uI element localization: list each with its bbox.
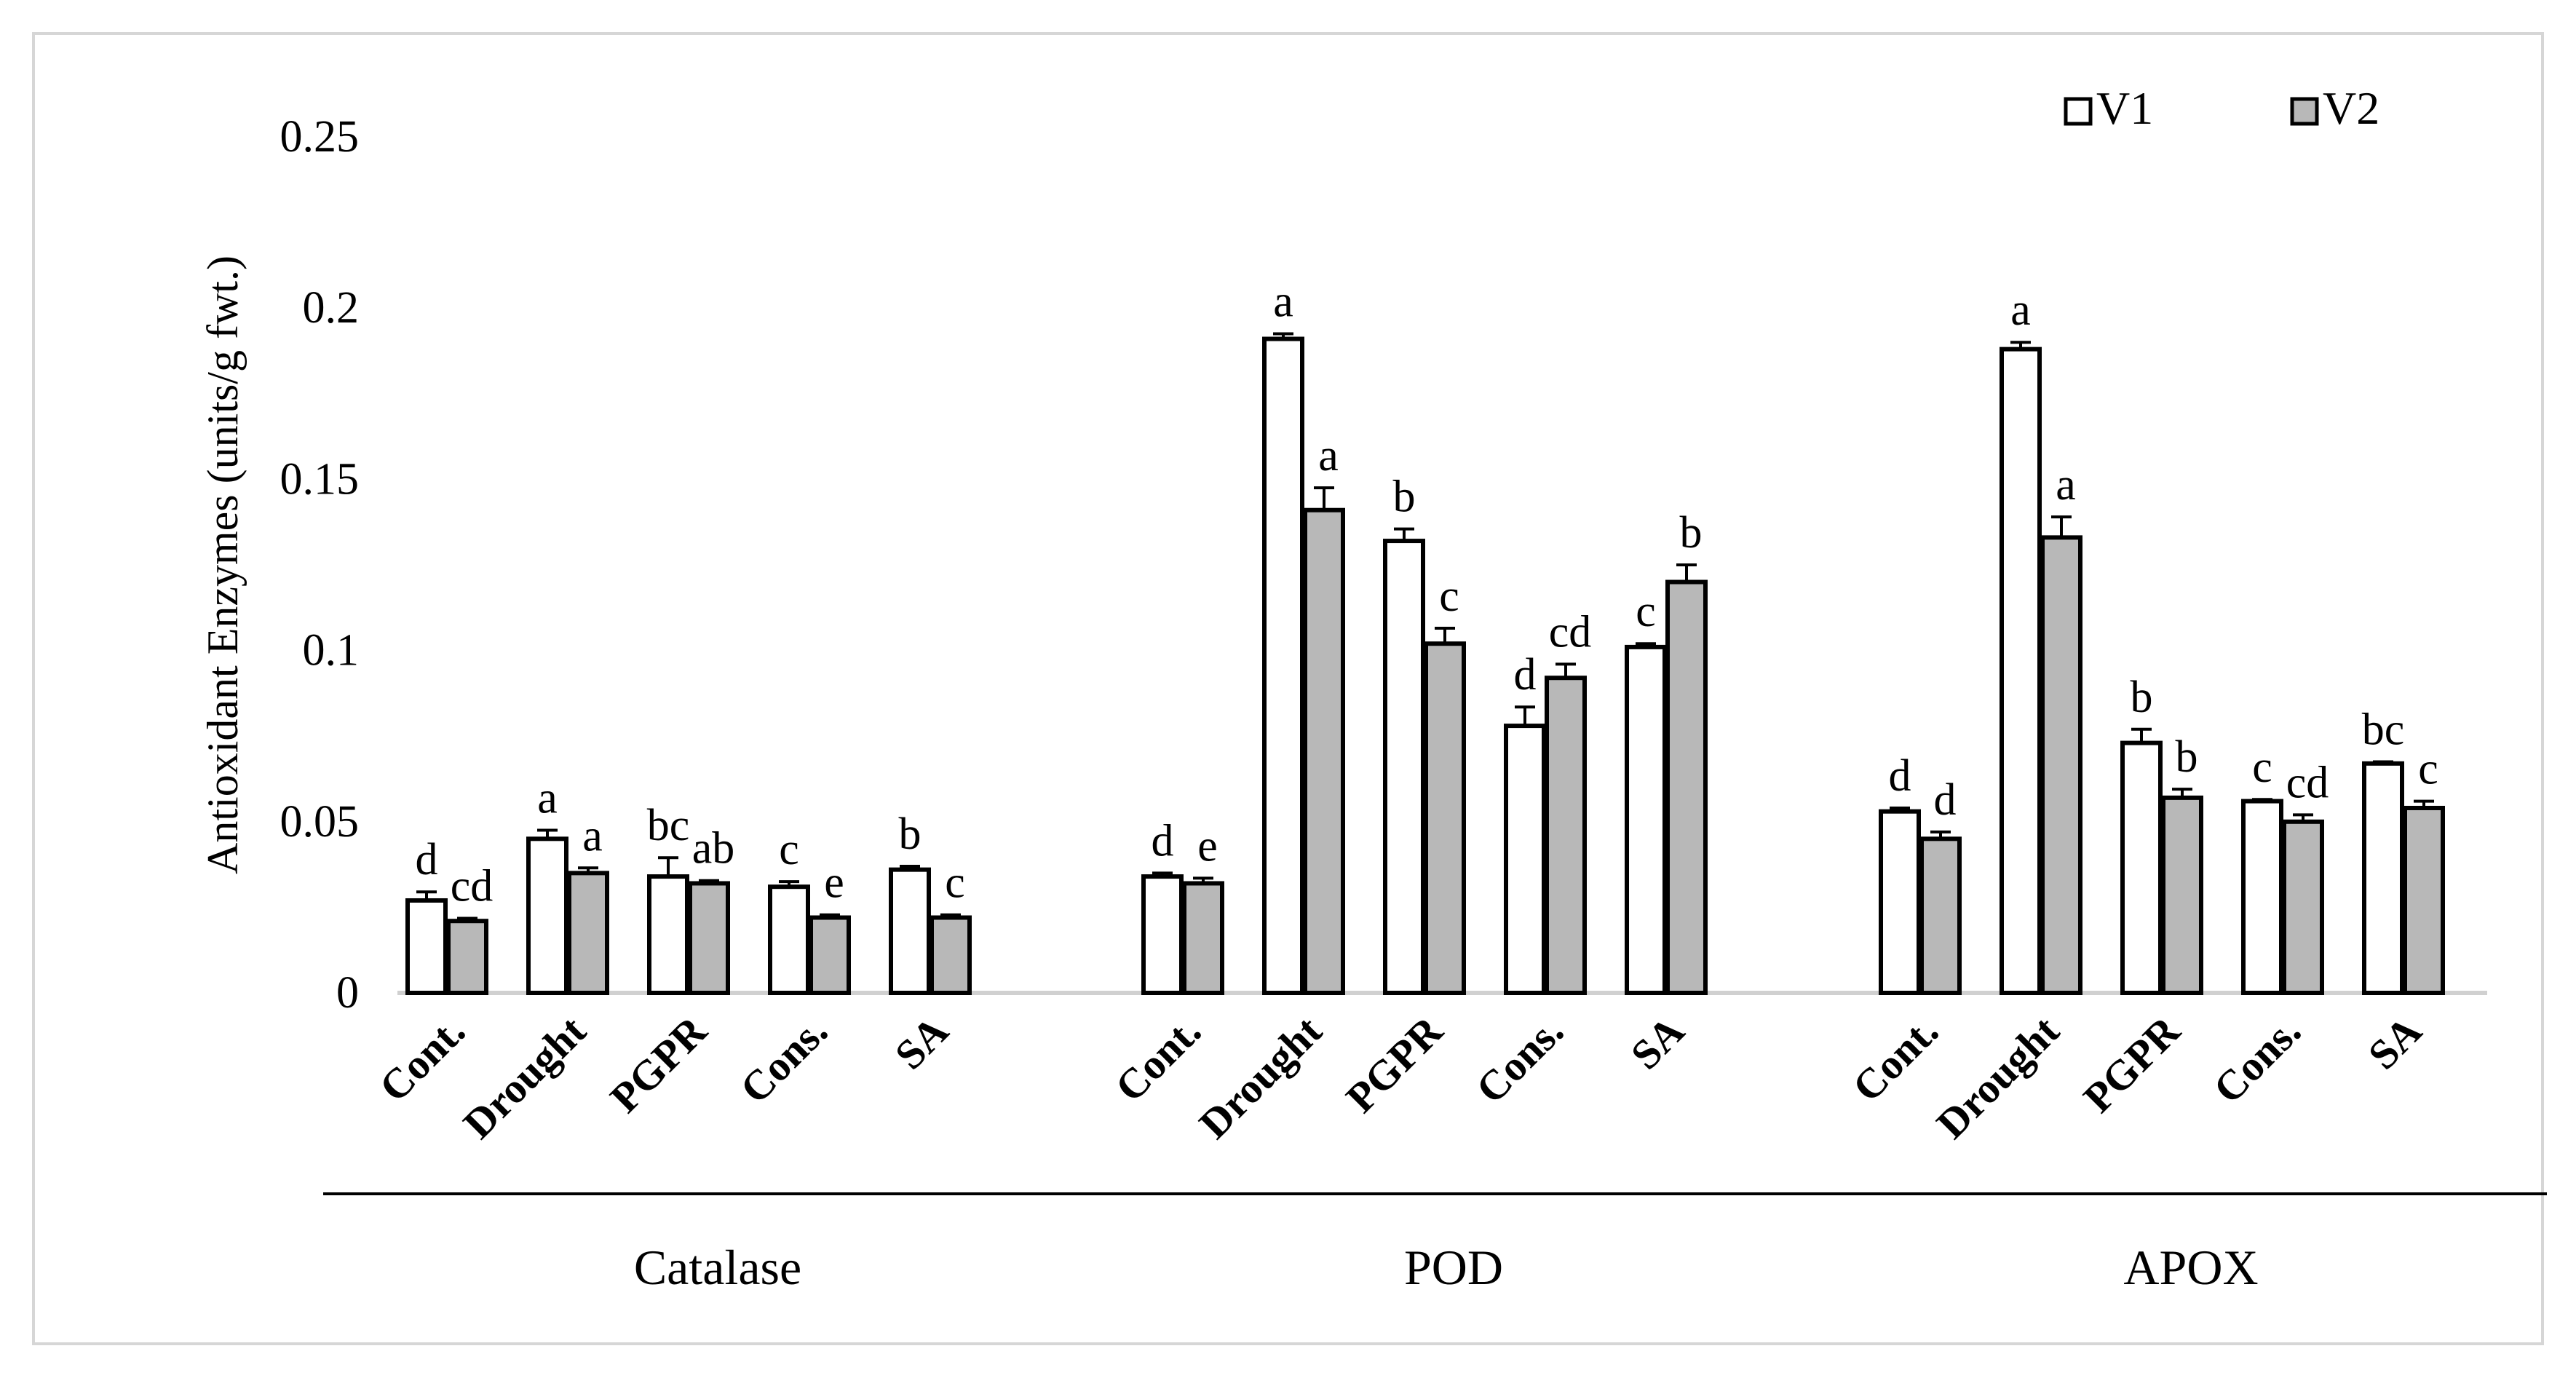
significance-letter: bc <box>2362 705 2405 754</box>
significance-letter: cd <box>2286 758 2329 807</box>
category-label: PGPR <box>1337 1006 1452 1121</box>
significance-letter: b <box>1680 508 1703 558</box>
y-tick-label: 0.2 <box>303 283 360 333</box>
bar-v2 <box>567 871 609 995</box>
bar-v1 <box>2241 799 2283 996</box>
bar-v2 <box>809 915 851 995</box>
group-label: POD <box>1404 1240 1503 1295</box>
category-label: Drought <box>1190 1007 1331 1148</box>
category-label: Cons. <box>2204 1007 2310 1112</box>
significance-letter: b <box>899 809 922 859</box>
category-label: PGPR <box>601 1006 716 1121</box>
category-label: Cons. <box>1467 1007 1572 1112</box>
significance-letter: a <box>2010 285 2031 335</box>
significance-letter: b <box>2176 732 2198 782</box>
bar-v2 <box>1424 641 1466 996</box>
bar-v1 <box>1262 336 1304 995</box>
chart-frame: V1 V2 0 0.05 0.1 0.15 0.2 0.25 Antioxidant Enzy… <box>32 32 2547 1345</box>
legend-label: V1 <box>2096 82 2153 134</box>
significance-letter: e <box>1197 821 1218 871</box>
bar-v2 <box>446 919 488 995</box>
significance-letter: cd <box>451 861 494 911</box>
bar-v2 <box>1182 881 1224 996</box>
significance-letter: c <box>779 825 799 874</box>
significance-letter: d <box>416 835 438 884</box>
category-label: Drought <box>1927 1007 2069 1148</box>
legend-label: V2 <box>2323 82 2379 134</box>
bar-v1 <box>1141 874 1184 995</box>
significance-letter: bc <box>647 801 690 850</box>
significance-letter: a <box>537 774 558 823</box>
significance-letter: c <box>1439 571 1459 621</box>
significance-letter: a <box>1318 431 1339 480</box>
bar-v1 <box>768 884 810 996</box>
bar-v1 <box>1625 644 1667 995</box>
significance-letter: b <box>2131 673 2153 722</box>
significance-letter: a <box>1273 277 1293 326</box>
bar-v1 <box>1383 539 1425 995</box>
y-tick-label: 0 <box>336 968 359 1018</box>
bar-v1 <box>405 898 448 995</box>
bar-v2 <box>688 881 730 996</box>
y-tick-label: 0.15 <box>280 454 360 504</box>
bar-v2 <box>1919 836 1962 995</box>
bar-v1 <box>2120 740 2163 995</box>
significance-letter: d <box>1934 775 1957 825</box>
category-label: Cont. <box>1106 1007 1210 1111</box>
bar-v2 <box>1303 507 1345 995</box>
group-label: APOX <box>2123 1240 2258 1295</box>
bar-v2 <box>2161 795 2203 995</box>
category-label: SA <box>2359 1007 2430 1078</box>
category-label: Cons. <box>731 1007 836 1112</box>
y-tick-label: 0.1 <box>303 626 360 676</box>
bar-v2 <box>1665 579 1708 995</box>
group-label: Catalase <box>634 1240 801 1295</box>
significance-letter: b <box>1393 472 1416 522</box>
category-label: Drought <box>454 1007 595 1148</box>
bar-v1 <box>2362 761 2404 995</box>
significance-letter: cd <box>1549 607 1592 657</box>
legend-swatch <box>2064 97 2093 126</box>
bar-v1 <box>889 867 931 995</box>
y-axis-title: Antioxidant Enzymes (units/g fwt.) <box>199 256 247 874</box>
category-label: SA <box>886 1007 957 1078</box>
bar-v2 <box>2403 805 2445 996</box>
y-axis: 0 0.05 0.1 0.15 0.2 0.25 Antioxidant Enzymes (… <box>199 112 2487 1018</box>
significance-letter: c <box>945 858 965 908</box>
bar-v1 <box>526 836 568 995</box>
bar-v1 <box>647 874 689 995</box>
significance-letter: d <box>1889 751 1911 801</box>
significance-letter: c <box>2252 742 2272 792</box>
significance-letter: d <box>1514 650 1537 700</box>
bar-v1 <box>1879 809 1921 995</box>
significance-letter: c <box>2418 745 2438 794</box>
category-label: PGPR <box>2074 1006 2189 1121</box>
legend: V1 V2 <box>2064 82 2379 134</box>
y-tick-label: 0.25 <box>280 112 360 162</box>
legend-swatch <box>2290 97 2319 126</box>
bar-v1 <box>1504 724 1546 995</box>
significance-letter: ab <box>692 824 735 874</box>
y-tick-label: 0.05 <box>280 797 360 847</box>
bar-v1 <box>2000 346 2042 995</box>
bar-v2 <box>2040 535 2082 995</box>
bar-v2 <box>930 915 972 995</box>
significance-letter: a <box>582 811 603 860</box>
bars <box>405 332 2445 996</box>
category-label: Cont. <box>370 1007 474 1111</box>
significance-letter: d <box>1152 816 1174 866</box>
significance-letter: e <box>824 858 844 908</box>
bar-v2 <box>2282 819 2324 996</box>
chart-plot: V1 V2 0 0.05 0.1 0.15 0.2 0.25 Antioxidant Enzy… <box>199 82 2547 1295</box>
significance-letter: a <box>2056 460 2076 510</box>
significance-letter: c <box>1636 587 1656 636</box>
bar-v2 <box>1545 676 1587 995</box>
category-label: SA <box>1622 1007 1693 1078</box>
category-label: Cont. <box>1843 1007 1947 1111</box>
